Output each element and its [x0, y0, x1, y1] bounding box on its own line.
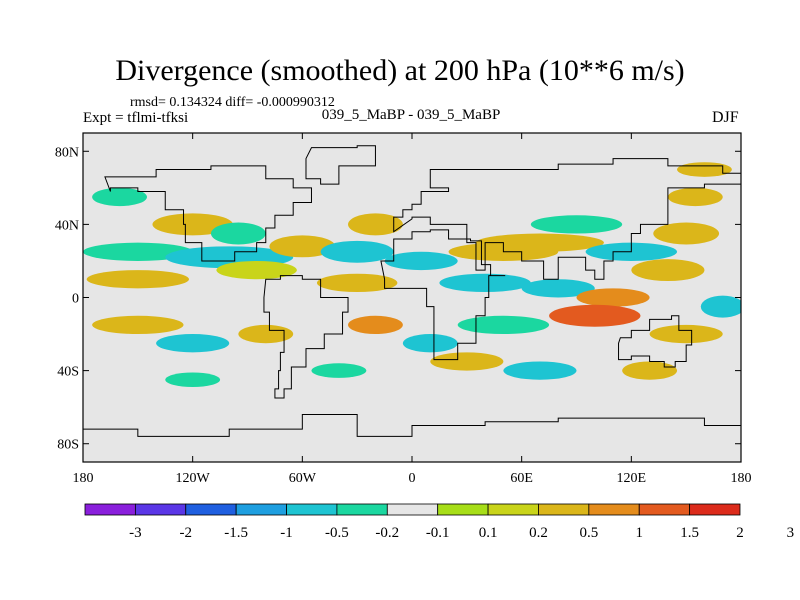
divergence-feature [311, 363, 367, 378]
divergence-feature [316, 273, 398, 293]
field-layer [83, 145, 741, 462]
divergence-feature [156, 334, 230, 353]
colorbar-label: -3 [129, 525, 142, 541]
colorbar-label: -1 [280, 525, 293, 541]
coastline-south-america [263, 275, 349, 399]
colorbar-label: -0.1 [426, 525, 450, 541]
colorbar-swatch [689, 503, 741, 516]
colorbar-label: 1 [635, 525, 643, 541]
x-tick-label: 0 [409, 471, 416, 486]
divergence-feature [210, 222, 266, 245]
cases-line: 039_5_MaBP - 039_5_MaBP [321, 107, 501, 123]
divergence-feature [216, 260, 297, 280]
y-tick-label: 80N [55, 145, 79, 160]
colorbar-swatch [286, 503, 338, 516]
coastline-africa [380, 229, 506, 361]
colorbar-label: -2 [180, 525, 193, 541]
divergence-feature [700, 295, 741, 318]
colorbar-label: 1.5 [680, 525, 699, 541]
x-tick-label: 60E [510, 471, 533, 486]
divergence-feature [86, 270, 190, 289]
colorbar-label: -0.5 [325, 525, 349, 541]
divergence-feature [457, 315, 550, 335]
divergence-feature [653, 222, 720, 245]
colorbar-swatch [437, 503, 489, 516]
colorbar-swatch [235, 503, 287, 516]
season-label: DJF [712, 109, 739, 126]
divergence-feature [83, 242, 193, 261]
colorbar-label: 2 [736, 525, 744, 541]
x-tick-label: 60W [289, 471, 317, 486]
colorbar-swatch [185, 503, 237, 516]
divergence-feature [667, 187, 723, 207]
y-tick-label: 40N [55, 218, 79, 233]
divergence-feature [348, 213, 403, 236]
colorbar-swatch [638, 503, 691, 516]
divergence-feature [576, 288, 650, 307]
colorbar-swatch [134, 503, 187, 516]
coastline-greenland [305, 145, 376, 185]
stats-line: rmsd= 0.134324 diff= -0.000990312 [130, 95, 335, 110]
divergence-feature [530, 215, 623, 234]
y-tick-label: 40S [57, 365, 79, 380]
divergence-feature [92, 187, 147, 207]
x-tick-label: 180 [73, 471, 94, 486]
divergence-feature [384, 251, 458, 271]
divergence-feature [549, 304, 641, 327]
page-title: Divergence (smoothed) at 200 hPa (10**6 … [115, 54, 685, 87]
colorbar-label: 3 [787, 525, 795, 541]
divergence-feature [269, 235, 336, 258]
colorbar-label: 0.5 [579, 525, 598, 541]
x-tick-label: 120W [176, 471, 211, 486]
colorbar-label: -0.2 [375, 525, 399, 541]
colorbar-swatch [336, 503, 388, 516]
colorbar-swatch [487, 503, 539, 516]
divergence-feature [430, 352, 504, 371]
divergence-feature [475, 233, 604, 252]
x-tick-label: 120E [617, 471, 647, 486]
coastline-australia [618, 315, 693, 368]
colorbar-swatch [588, 503, 640, 516]
divergence-feature [631, 259, 705, 282]
colorbar-swatch [538, 503, 590, 516]
y-tick-label: 0 [72, 292, 79, 307]
divergence-feature [92, 315, 184, 335]
divergence-feature [320, 240, 394, 263]
divergence-feature [402, 334, 458, 353]
divergence-feature [677, 162, 732, 177]
divergence-feature [521, 279, 595, 298]
divergence-feature [348, 315, 403, 335]
colorbar-swatch [84, 503, 136, 516]
coastline-antarctica [83, 413, 741, 462]
divergence-feature [503, 361, 577, 380]
colorbar-label: -1.5 [224, 525, 248, 541]
expt-line: Expt = tflmi-tfksi [83, 110, 189, 126]
colorbar-swatch [386, 503, 439, 516]
coastline-eurasia [393, 158, 741, 280]
colorbar-label: 0.2 [529, 525, 548, 541]
colorbar-label: 0.1 [479, 525, 498, 541]
y-tick-label: 80S [57, 438, 79, 453]
divergence-feature [238, 324, 294, 344]
coastline-north-america [104, 165, 312, 262]
divergence-feature [649, 324, 723, 344]
x-tick-label: 180 [731, 471, 752, 486]
divergence-feature [439, 273, 531, 293]
divergence-feature [622, 361, 678, 380]
divergence-feature [165, 372, 221, 388]
